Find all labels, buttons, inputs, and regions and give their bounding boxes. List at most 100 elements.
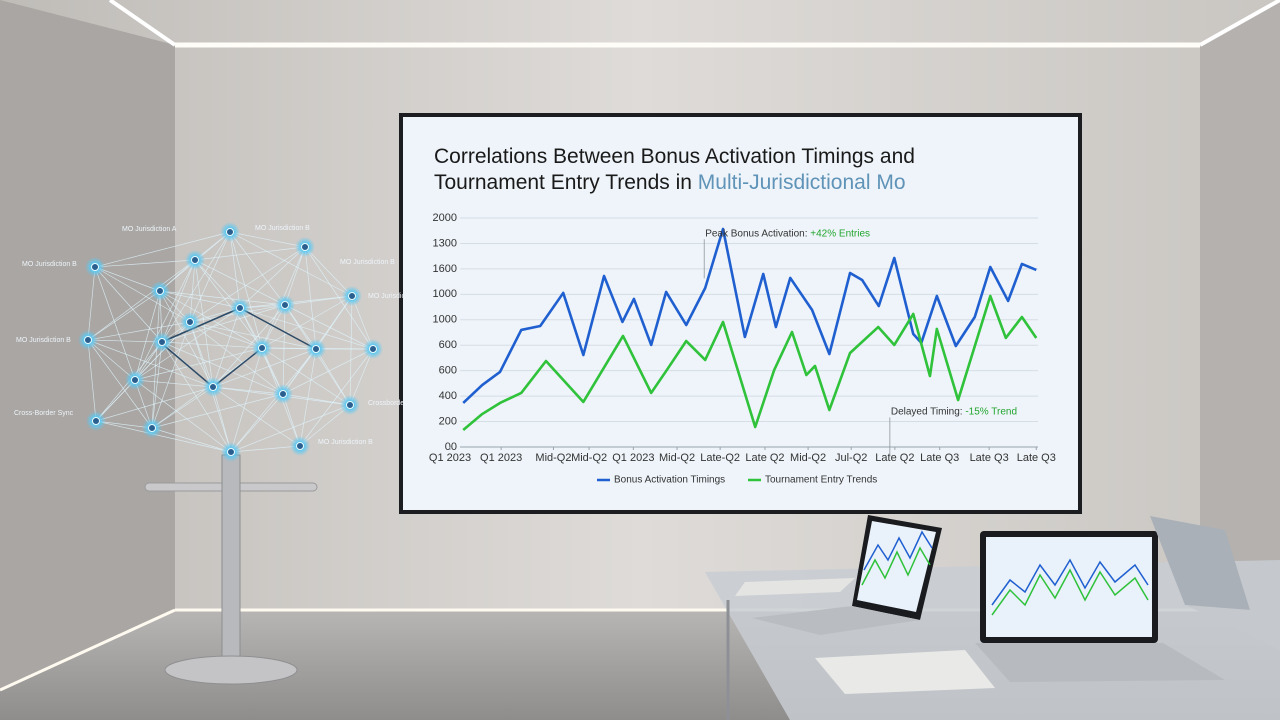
network-link <box>189 321 263 349</box>
network-link <box>284 304 374 350</box>
right-wall <box>1200 0 1280 650</box>
y-tick-label: 1300 <box>433 237 457 249</box>
network-label: Cross-Border Sync <box>14 410 74 417</box>
network-link <box>189 321 317 350</box>
network-node <box>84 336 92 344</box>
legend-label: Tournament Entry Trends <box>765 475 877 486</box>
x-tick-label: Q1 2023 <box>612 452 654 464</box>
network-link <box>161 341 284 395</box>
network-link <box>282 304 286 395</box>
network-link <box>229 231 263 349</box>
network-node <box>369 345 377 353</box>
network-link <box>87 266 96 341</box>
laptop-base <box>1185 605 1280 630</box>
laptop-line <box>863 530 933 571</box>
annotation-part: -15% Trend <box>965 406 1017 417</box>
annotation: Delayed Timing: -15% Trend <box>891 406 1017 417</box>
title-line: Correlations Between Bonus Activation Ti… <box>434 145 915 168</box>
network-link <box>134 347 263 381</box>
network-node <box>281 301 289 309</box>
network-link <box>284 246 306 306</box>
network-link <box>261 295 353 349</box>
network-link <box>239 307 317 350</box>
network-node <box>131 376 139 384</box>
network-link <box>194 246 306 261</box>
x-tick-label: Late-Q2 <box>700 452 740 464</box>
network-link <box>134 379 232 453</box>
x-tick-label: Mid-Q2 <box>659 452 695 464</box>
network-link <box>87 339 163 343</box>
x-tick-label: Q1 2023 <box>480 452 522 464</box>
network-link <box>230 445 301 453</box>
network-link <box>87 339 136 381</box>
network-link <box>261 347 351 406</box>
network-link <box>229 231 241 309</box>
ceiling-light <box>1199 0 1280 47</box>
network-link <box>159 290 263 349</box>
x-tick-label: Jul-Q2 <box>835 452 867 464</box>
network-link <box>229 231 306 248</box>
network-link <box>151 386 214 429</box>
network-label: MO Jurisdiction B <box>16 337 71 344</box>
network-link <box>189 231 231 323</box>
laptop-screen <box>986 537 1152 637</box>
network-link <box>304 246 353 297</box>
network-node <box>348 292 356 300</box>
legend-label: Bonus Activation Timings <box>614 475 725 486</box>
network-link <box>212 386 232 453</box>
laptop <box>975 531 1225 682</box>
network-link <box>282 348 374 395</box>
network-link <box>212 307 241 388</box>
network-label: MO Jurisdiction B <box>22 261 77 268</box>
network-link <box>189 246 306 323</box>
network-link <box>189 321 284 395</box>
network-link <box>212 304 286 388</box>
network-link <box>87 339 97 422</box>
network-link <box>159 290 241 309</box>
stand-pole <box>221 454 241 671</box>
network-node <box>301 243 309 251</box>
network-node <box>158 338 166 346</box>
title-part: Correlations Between Bonus Activation Ti… <box>434 145 915 168</box>
network-link <box>95 420 232 453</box>
network-link <box>134 307 241 381</box>
y-tick-label: 200 <box>439 415 457 427</box>
y-tick-label: 00 <box>445 441 457 453</box>
y-tick-label: 1000 <box>433 288 457 300</box>
network-link <box>151 290 161 429</box>
network-link <box>95 321 191 422</box>
network-link <box>229 231 286 306</box>
x-tick-label: Mid-Q2 <box>790 452 826 464</box>
laptop-base <box>752 606 920 635</box>
network-link <box>239 295 353 309</box>
network-link <box>94 266 136 381</box>
network-link <box>87 290 161 341</box>
network-link <box>161 341 263 349</box>
floor-light <box>0 608 176 692</box>
network-link <box>161 231 231 343</box>
y-tick-label: 1000 <box>433 314 457 326</box>
y-tick-label: 400 <box>439 390 457 402</box>
network-link <box>134 290 161 381</box>
network-link <box>212 386 284 395</box>
network-label: Crossborder Sync <box>368 400 425 407</box>
network-link <box>194 259 241 309</box>
network-link <box>151 341 163 429</box>
network-link <box>95 386 214 422</box>
y-tick-label: 1600 <box>433 263 457 275</box>
x-tick-label: Q1 2023 <box>429 452 471 464</box>
network-link <box>94 259 196 268</box>
network-link <box>230 348 317 453</box>
network-link <box>94 231 231 268</box>
network-link <box>299 348 374 447</box>
network-link <box>134 259 196 381</box>
annotation-part: +42% Entries <box>810 228 870 239</box>
network-link <box>194 259 286 306</box>
laptop-base <box>975 643 1225 682</box>
network-link <box>87 321 191 341</box>
x-tick-label: Late Q3 <box>970 452 1009 464</box>
network-link <box>230 404 351 453</box>
network-link <box>349 348 374 406</box>
laptop-line <box>861 546 931 586</box>
